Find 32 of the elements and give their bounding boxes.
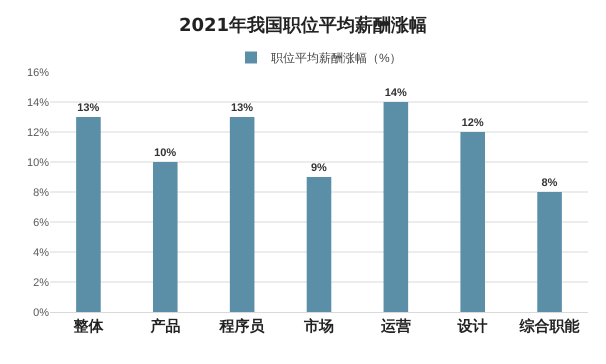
y-tick-label: 14% [26, 96, 50, 109]
x-tick-label: 产品 [149, 318, 180, 335]
bar [306, 177, 332, 312]
bar [537, 192, 562, 312]
x-tick-label: 整体 [72, 318, 104, 335]
data-label: 9% [310, 162, 328, 174]
chart-title: 2021年我国职位平均薪酬涨幅 [178, 14, 428, 36]
y-tick-label: 8% [33, 186, 50, 199]
x-tick-label: 程序员 [218, 317, 266, 335]
x-tick-label: 综合职能 [518, 318, 581, 335]
bar [384, 102, 408, 312]
y-tick-label: 2% [33, 276, 50, 289]
legend-label: 职位平均薪酬涨幅（%） [271, 51, 402, 66]
y-tick-label: 16% [26, 66, 50, 79]
bar [152, 162, 178, 312]
data-label: 8% [542, 177, 558, 189]
y-tick-label: 6% [33, 216, 50, 229]
data-label: 13% [77, 102, 100, 114]
y-tick-label: 0% [33, 306, 50, 319]
x-tick-label: 运营 [380, 318, 411, 335]
x-tick-label: 设计 [456, 318, 488, 335]
data-label: 10% [154, 147, 176, 159]
bar [76, 117, 101, 312]
y-tick-label: 10% [26, 156, 50, 169]
data-label: 13% [231, 102, 254, 114]
data-label: 14% [384, 87, 407, 99]
bar [460, 132, 486, 312]
x-tick-label: 市场 [303, 317, 334, 335]
data-label: 12% [462, 117, 484, 129]
y-tick-label: 4% [33, 246, 50, 259]
y-tick-label: 12% [26, 126, 50, 139]
bar [230, 117, 254, 312]
